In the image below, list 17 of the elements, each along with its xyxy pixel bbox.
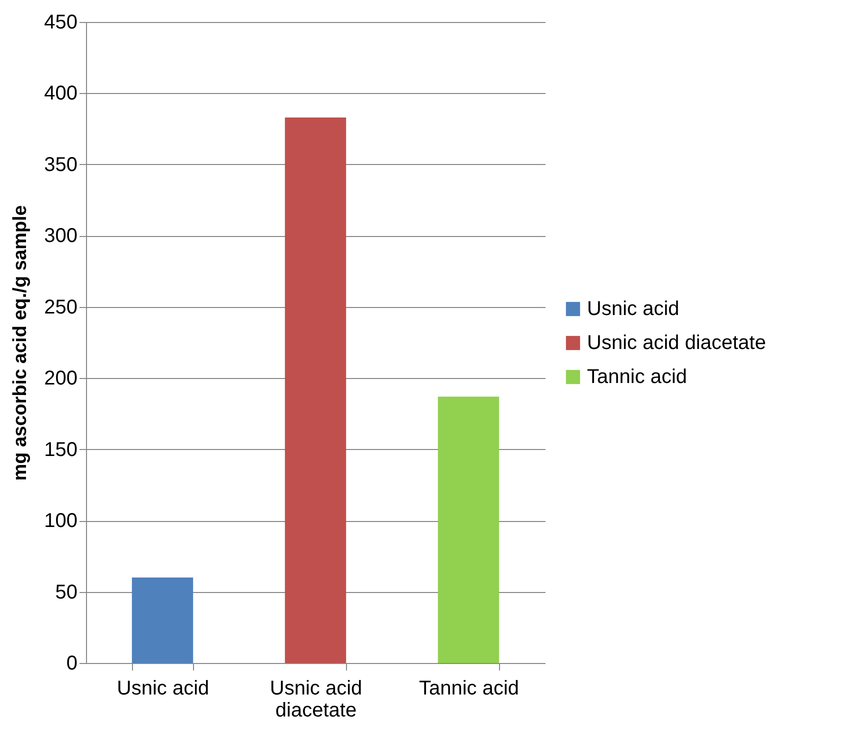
y-tick-label: 100 (44, 510, 78, 532)
x-tick-label: Usnic acid (116, 678, 210, 700)
y-tick-label: 400 (44, 82, 78, 105)
legend-label: Tannic acid (587, 366, 688, 388)
y-tick-label: 150 (44, 438, 78, 461)
x-tick-label: Tannic acid (418, 678, 520, 700)
y-tick-label: 0 (66, 652, 78, 674)
y-tick-label: 200 (44, 368, 78, 390)
y-tick-label: 300 (44, 225, 78, 248)
legend-label: Usnic acid (587, 298, 680, 320)
x-tick-label: Usnic acid diacetate (270, 678, 362, 722)
y-tick-label: 250 (44, 296, 78, 318)
y-tick-label: 450 (44, 12, 78, 34)
legend-label: Usnic acid diacetate (587, 332, 766, 354)
y-axis-title: mg ascorbic acid eq./g sample (10, 205, 32, 481)
y-tick-label: 50 (55, 581, 78, 604)
y-tick-label: 350 (44, 154, 78, 176)
